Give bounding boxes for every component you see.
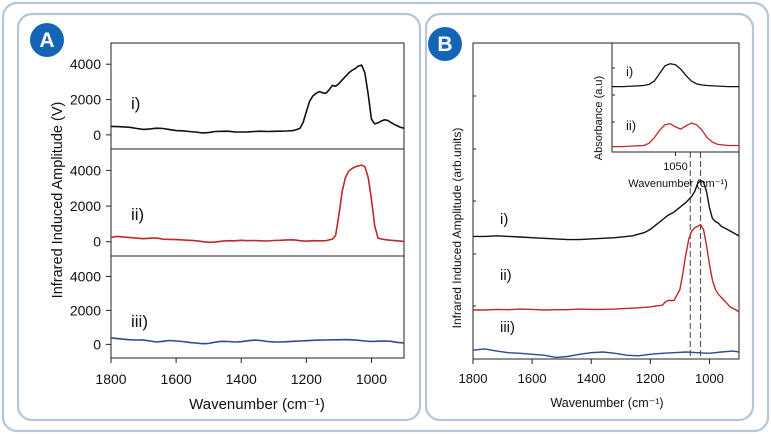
- panel-b-series-1: [473, 179, 740, 241]
- panel-a-chart: 0 2000 4000 0 2000 4000 0 2000 4000 1800 1600 1400 1…: [50, 42, 405, 413]
- inset-series: [612, 63, 739, 148]
- inset-annotation-i: i): [626, 64, 633, 79]
- panel-a-xtick-label: 1000: [356, 371, 387, 387]
- panel-a-ytick-label: 4000: [70, 268, 101, 284]
- panel-a-annotation-ii: ii): [131, 205, 144, 224]
- panel-a-ytick-label: 0: [93, 234, 101, 250]
- panel-a-xtick-label: 1600: [161, 371, 192, 387]
- panel-a-xtick-label: 1400: [226, 371, 257, 387]
- panel-b-xtick-label: 1000: [695, 371, 724, 386]
- inset-plot-frame: [611, 42, 740, 153]
- panel-a-series-3: [110, 337, 405, 345]
- inset-annotation-ii: ii): [626, 118, 636, 133]
- panel-a-ytick-label: 2000: [70, 198, 101, 214]
- panel-b-series-3: [472, 348, 740, 359]
- panel-a-ylabel: Infrared Induced Amplitude (V): [50, 102, 66, 299]
- panel-a-ytick-label: 0: [93, 127, 101, 143]
- panel-b-chart: 1800 1600 1400 1200 1000 i) ii) iii) Infrare…: [450, 42, 740, 410]
- panel-a-ytick-label: 0: [93, 336, 101, 352]
- panel-b-badge-label: B: [437, 33, 452, 56]
- panel-b-annotation-i: i): [500, 211, 508, 228]
- panel-a-xtick-label: 1200: [291, 371, 322, 387]
- panel-a-series-1: [110, 64, 405, 134]
- inset-ticks: 1050: [612, 67, 688, 173]
- panel-b-badge: B: [428, 27, 462, 61]
- panel-b-annotation-ii: ii): [500, 267, 512, 284]
- inset-xlabel: Wavenumber (cm⁻¹): [628, 178, 728, 190]
- panel-a-ytick-label: 2000: [70, 302, 101, 318]
- panel-b-ticks: 1800 1600 1400 1200 1000: [459, 95, 724, 386]
- inset-series-1: [612, 63, 739, 88]
- inset-xtick-label: 1050: [663, 161, 687, 173]
- panel-a-annotation-i: i): [131, 94, 140, 113]
- panel-a-ticks: 0 2000 4000 0 2000 4000 0 2000 4000 1800 1600 1400 1…: [70, 56, 387, 387]
- panel-b-annotation-iii: iii): [500, 319, 515, 336]
- panel-a-xtick-label: 1800: [95, 371, 126, 387]
- panel-b-ylabel: Infrared Induced Amplitude (arb.units): [450, 128, 464, 329]
- panel-a-subplot-3: [110, 255, 405, 359]
- panel-b-xtick-label: 1600: [518, 371, 547, 386]
- inset-chart: 1050 i) ii) Absorbance (a.u) Wavenumber …: [593, 42, 740, 190]
- panel-b-series-2: [473, 223, 740, 313]
- panel-b-series: [472, 179, 740, 359]
- panel-a-badge: A: [30, 23, 64, 57]
- panel-a-series: [110, 64, 405, 345]
- panel-b-xtick-label: 1400: [577, 371, 606, 386]
- panel-a-ytick-label: 4000: [70, 56, 101, 72]
- panel-b-xtick-label: 1200: [636, 371, 665, 386]
- panel-b-xtick-label: 1800: [459, 371, 488, 386]
- inset-series-2: [612, 122, 739, 148]
- panel-a-annotation-iii: iii): [131, 312, 148, 331]
- inset-ylabel: Absorbance (a.u): [593, 76, 605, 160]
- panel-a-ytick-label: 4000: [70, 162, 101, 178]
- panel-a-series-2: [110, 164, 405, 244]
- panel-a-xlabel: Wavenumber (cm⁻¹): [189, 396, 325, 413]
- panel-a-frame: [16, 12, 422, 422]
- panel-a-badge-label: A: [39, 29, 54, 52]
- panel-b-xlabel: Wavenumber (cm⁻¹): [550, 396, 663, 410]
- panel-a-ytick-label: 2000: [70, 92, 101, 108]
